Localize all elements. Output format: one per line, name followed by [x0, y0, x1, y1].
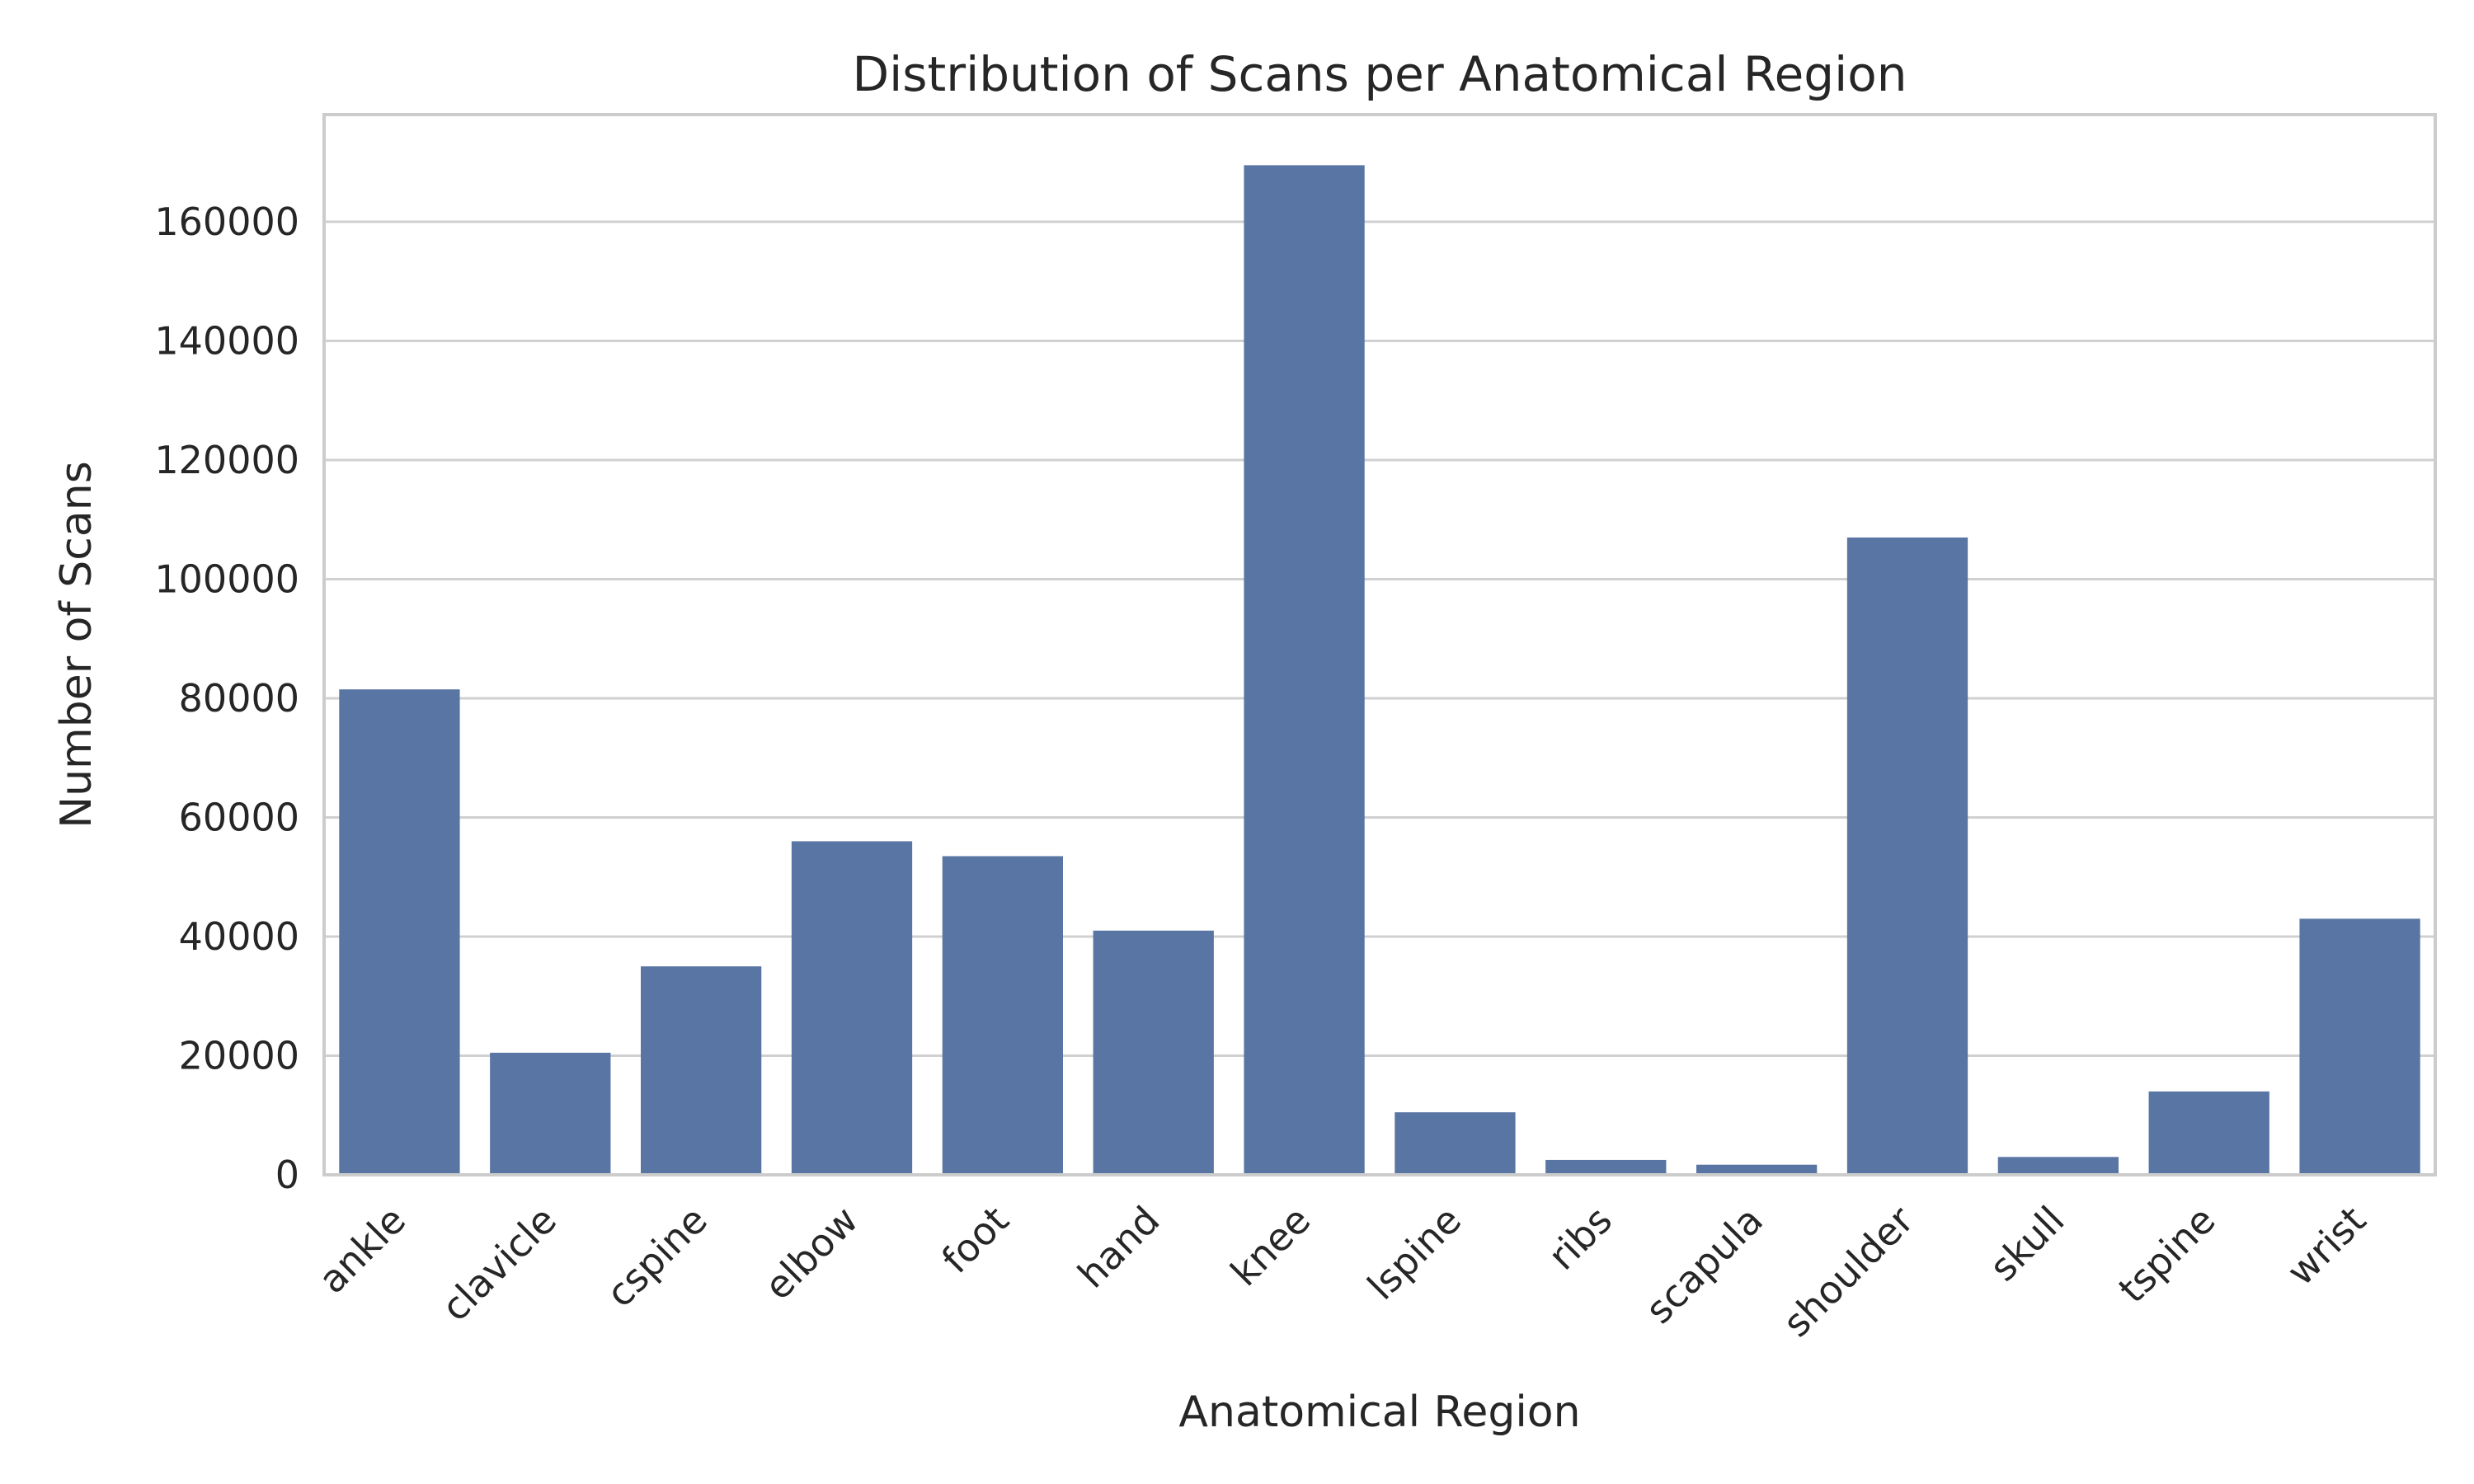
x-tick-label-hand: hand [1069, 1198, 1168, 1297]
bar-tspine [2148, 1091, 2269, 1175]
x-tick-label-elbow: elbow [755, 1198, 866, 1308]
y-tick-label: 160000 [154, 200, 299, 244]
bars [339, 165, 2420, 1175]
bar-shoulder [1846, 537, 1968, 1175]
bar-scapula [1696, 1164, 1818, 1175]
bar-skull [1997, 1157, 2119, 1175]
y-axis-label: Number of Scans [52, 461, 101, 829]
y-tick-label: 0 [275, 1153, 299, 1197]
x-tick-label-shoulder: shoulder [1774, 1198, 1921, 1345]
bar-wrist [2299, 918, 2420, 1175]
bar-foot [942, 856, 1063, 1175]
plot-frame [322, 113, 2437, 1176]
bar-knee [1244, 165, 1365, 1175]
y-tick-label: 40000 [179, 914, 299, 959]
bar-ribs [1545, 1159, 1667, 1175]
x-tick-label-ankle: ankle [310, 1198, 415, 1303]
x-axis-label: Anatomical Region [1178, 1388, 1580, 1437]
y-tick-label: 120000 [154, 438, 299, 482]
y-tick-label: 140000 [154, 319, 299, 364]
x-tick-label-foot: foot [933, 1198, 1017, 1282]
x-tick-label-lspine: lspine [1359, 1198, 1470, 1308]
y-tick-labels: 0 20000 40000 60000 80000 100000 120000 140000 1… [154, 200, 299, 1197]
bar-ankle [339, 689, 460, 1175]
bar-clavicle [490, 1052, 611, 1175]
y-tick-label: 100000 [154, 557, 299, 602]
x-tick-label-tspine: tspine [2109, 1198, 2223, 1312]
x-tick-label-cspine: cspine [598, 1198, 716, 1316]
y-tick-label: 20000 [179, 1034, 299, 1078]
y-tick-label: 80000 [179, 676, 299, 721]
bar-lspine [1395, 1112, 1516, 1175]
x-tick-label-knee: knee [1222, 1198, 1319, 1295]
x-tick-labels: ankle clavicle cspine elbow foot hand knee lspi… [310, 1198, 2375, 1345]
x-tick-label-skull: skull [1981, 1198, 2073, 1290]
bar-hand [1093, 930, 1214, 1175]
y-tick-label: 60000 [179, 796, 299, 840]
chart-title: Distribution of Scans per Anatomical Reg… [853, 46, 1907, 102]
x-tick-label-scapula: scapula [1637, 1198, 1771, 1332]
x-tick-label-ribs: ribs [1540, 1198, 1620, 1279]
x-tick-label-clavicle: clavicle [433, 1198, 565, 1330]
x-tick-label-wrist: wrist [2278, 1198, 2374, 1294]
bar-elbow [791, 841, 913, 1175]
bar-cspine [641, 966, 762, 1175]
